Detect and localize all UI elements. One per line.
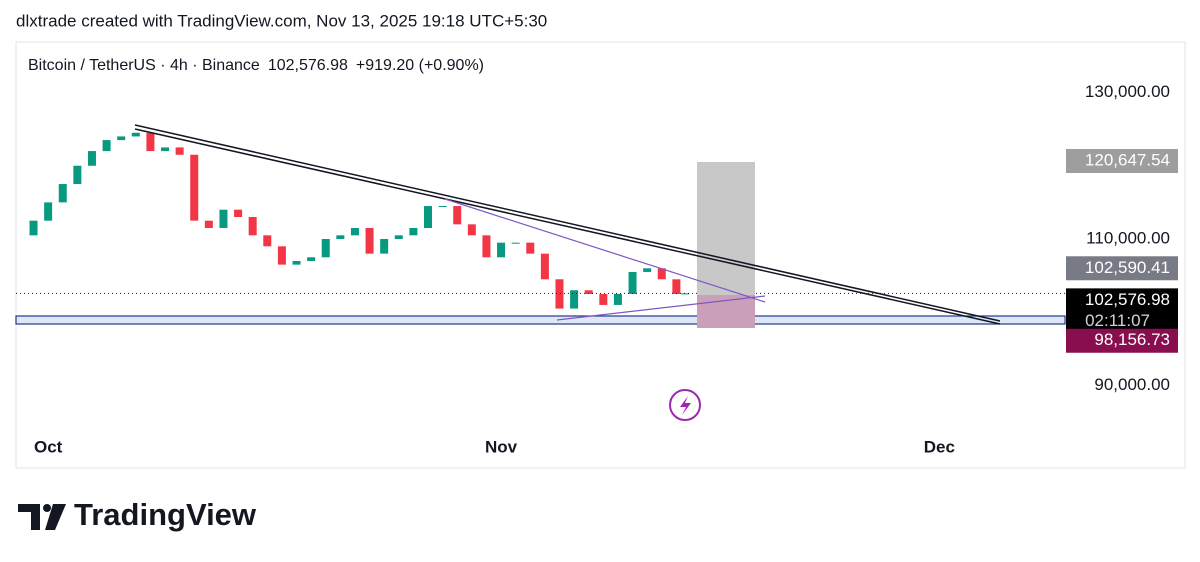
candle <box>497 242 506 258</box>
candle <box>555 279 564 309</box>
candle <box>277 246 286 265</box>
candle <box>44 202 53 221</box>
price-tag <box>1066 288 1178 335</box>
support-zone <box>15 315 1066 325</box>
event-bolt <box>680 396 691 415</box>
y-tick-label: 110,000.00 <box>1086 228 1170 247</box>
candle <box>131 132 140 137</box>
trendline <box>134 124 1001 322</box>
price-tag-label: 102,576.98 <box>1085 290 1170 309</box>
x-tick-label: Dec <box>924 437 955 456</box>
candle <box>613 293 622 305</box>
candle <box>190 154 199 221</box>
candle <box>117 136 126 141</box>
candle <box>409 228 418 236</box>
candle <box>394 235 403 239</box>
y-tick-label: 90,000.00 <box>1094 375 1170 394</box>
price-tag-label: 120,647.54 <box>1085 150 1170 169</box>
candle <box>204 220 213 229</box>
candle <box>628 271 637 294</box>
price-tag-label: 98,156.73 <box>1094 330 1170 349</box>
candle <box>73 165 82 185</box>
logo <box>18 504 66 530</box>
candle <box>350 228 359 236</box>
candle <box>29 220 38 236</box>
chart-title: Bitcoin / TetherUS · 4h · Binance 102,576… <box>28 57 484 74</box>
candle <box>58 184 67 203</box>
trendline <box>134 128 1001 325</box>
candle <box>321 238 330 258</box>
candle <box>263 235 272 247</box>
change: +919.20 (+0.90%) <box>356 57 484 74</box>
price-tag <box>1066 328 1178 353</box>
candle <box>526 242 535 254</box>
candle <box>146 132 155 152</box>
candle <box>380 238 389 254</box>
candle <box>365 228 374 254</box>
candle <box>681 293 690 295</box>
price-tag <box>1066 148 1178 173</box>
y-tick-label: 130,000.00 <box>1085 82 1170 101</box>
candle <box>336 235 345 239</box>
candle <box>307 257 316 261</box>
candle <box>570 290 579 309</box>
candle <box>599 293 608 305</box>
candle <box>453 206 462 225</box>
caption: dlxtrade created with TradingView.com, N… <box>16 11 547 30</box>
candle <box>102 140 111 152</box>
brand: TradingView <box>74 497 257 532</box>
price-tag <box>1066 256 1178 281</box>
candle <box>643 268 652 272</box>
candle <box>672 279 681 294</box>
candle <box>248 217 257 236</box>
candle <box>161 147 170 152</box>
candle <box>540 253 549 280</box>
countdown: 02:11:07 <box>1085 311 1150 330</box>
candle <box>584 290 593 294</box>
last-price: 102,576.98 <box>268 57 348 74</box>
candle <box>438 206 447 208</box>
candle <box>292 260 301 265</box>
candle <box>87 151 96 166</box>
target-box <box>697 162 755 295</box>
candle <box>175 147 184 155</box>
candle <box>234 209 243 218</box>
wedge-line <box>444 198 766 303</box>
candle <box>467 224 476 236</box>
candle <box>657 268 666 280</box>
x-tick-label: Oct <box>34 437 63 456</box>
chart-frame <box>15 41 1186 469</box>
candle <box>219 209 228 229</box>
x-tick-label: Nov <box>485 437 518 456</box>
event-icon[interactable] <box>669 389 701 421</box>
price-tag-label: 102,590.41 <box>1085 258 1170 277</box>
symbol: Bitcoin / TetherUS · 4h · Binance <box>28 57 260 74</box>
wedge-line <box>556 295 766 321</box>
candle <box>482 235 491 258</box>
candle <box>511 242 520 244</box>
candle <box>424 206 433 229</box>
